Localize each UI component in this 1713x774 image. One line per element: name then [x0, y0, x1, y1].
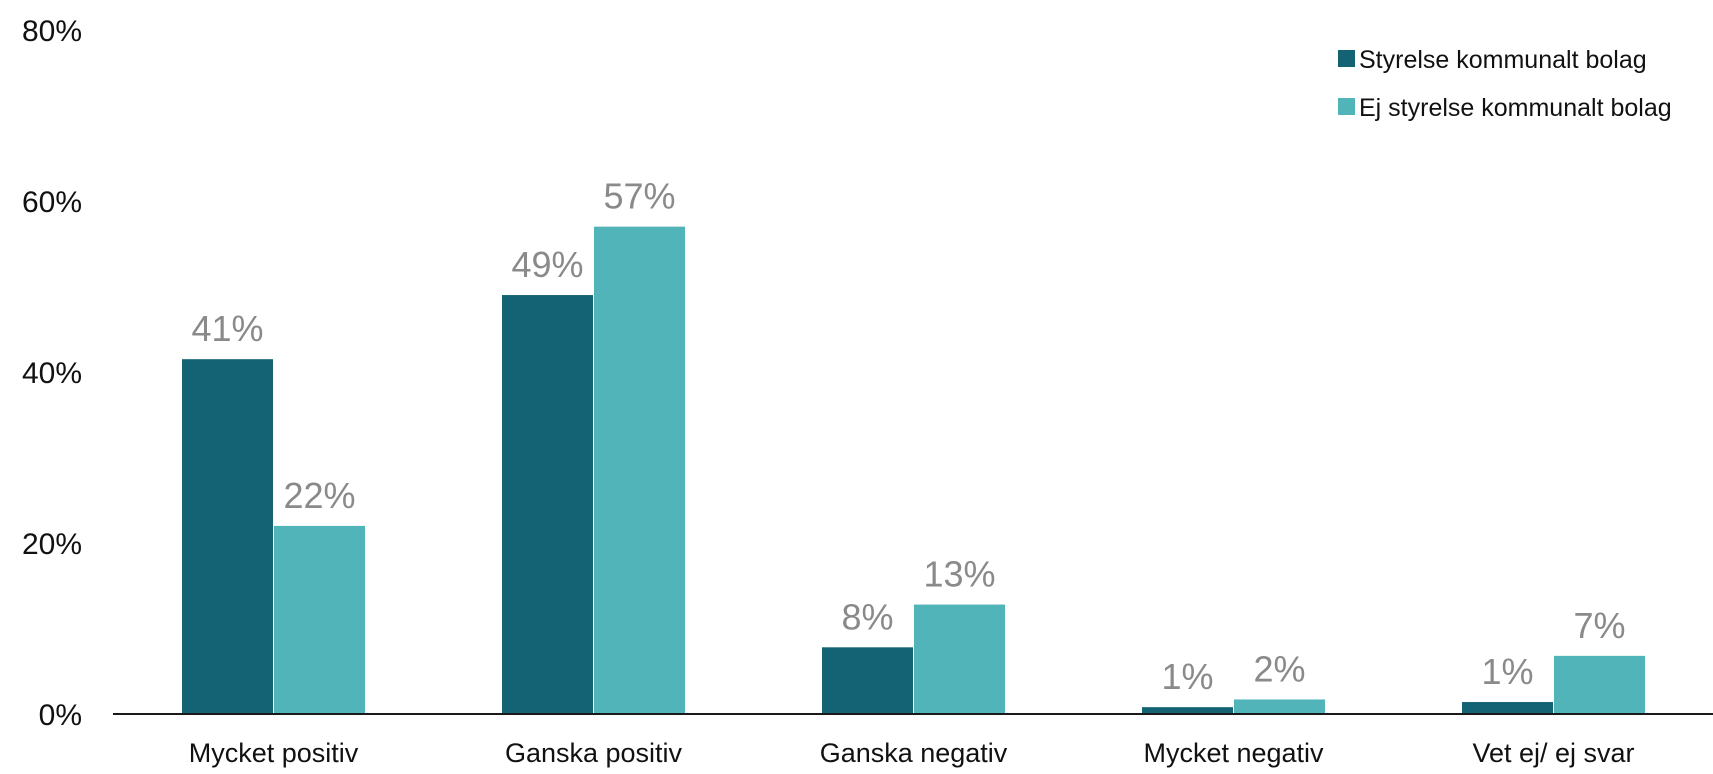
- data-label: 41%: [191, 308, 263, 349]
- legend-label: Styrelse kommunalt bolag: [1359, 46, 1647, 74]
- category-label: Vet ej/ ej svar: [1472, 738, 1634, 768]
- y-tick-label: 0%: [39, 699, 82, 732]
- bars: [182, 226, 1645, 714]
- legend-label: Ej styrelse kommunalt bolag: [1359, 94, 1672, 122]
- data-label: 8%: [841, 596, 893, 637]
- legend-swatch: [1338, 50, 1355, 67]
- legend-swatch: [1338, 98, 1355, 115]
- category-labels: Mycket positiv Ganska positiv Ganska negat…: [189, 738, 1635, 768]
- data-label: 1%: [1481, 651, 1533, 692]
- bar-styrelse-1: [502, 295, 593, 714]
- bar-ej-styrelse-1: [594, 226, 685, 714]
- bar-styrelse-0: [182, 359, 273, 714]
- data-label: 13%: [923, 554, 995, 595]
- legend: Styrelse kommunalt bolag Ej styrelse komm…: [1338, 46, 1672, 122]
- bar-styrelse-4: [1462, 702, 1553, 714]
- y-tick-label: 80%: [22, 15, 82, 48]
- category-label: Mycket positiv: [189, 738, 359, 768]
- y-tick-label: 40%: [22, 357, 82, 390]
- data-label: 7%: [1573, 605, 1625, 646]
- y-axis-ticks: 0% 20% 40% 60% 80%: [22, 15, 82, 732]
- bar-ej-styrelse-0: [274, 525, 365, 714]
- data-label: 57%: [603, 176, 675, 217]
- category-label: Ganska negativ: [820, 738, 1008, 768]
- y-tick-label: 60%: [22, 186, 82, 219]
- bar-ej-styrelse-4: [1554, 655, 1645, 714]
- bar-styrelse-3: [1142, 707, 1233, 714]
- data-label: 49%: [511, 244, 583, 285]
- category-label: Mycket negativ: [1143, 738, 1324, 768]
- bar-ej-styrelse-2: [914, 604, 1005, 714]
- data-label: 2%: [1253, 648, 1305, 689]
- data-label: 1%: [1161, 656, 1213, 697]
- y-tick-label: 20%: [22, 528, 82, 561]
- category-label: Ganska positiv: [505, 738, 683, 768]
- bar-styrelse-2: [822, 647, 913, 714]
- data-labels: 41% 22% 49% 57% 8% 13% 1% 2% 1% 7%: [191, 176, 1625, 698]
- bar-ej-styrelse-3: [1234, 699, 1325, 714]
- data-label: 22%: [283, 475, 355, 516]
